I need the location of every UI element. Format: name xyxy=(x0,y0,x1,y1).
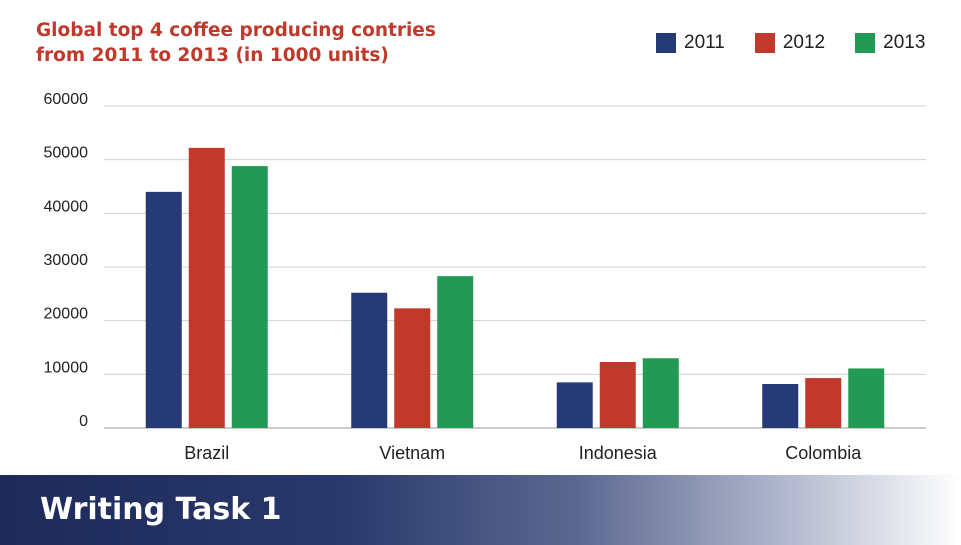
y-tick-label: 30000 xyxy=(44,252,89,269)
legend-label-2013: 2013 xyxy=(883,32,926,53)
bar-2011-vietnam xyxy=(351,292,388,428)
bar-2012-colombia xyxy=(805,378,842,428)
chart-title: Global top 4 coffee producing contries f… xyxy=(36,18,496,68)
x-tick-label: Brazil xyxy=(184,443,229,463)
bar-2011-colombia xyxy=(762,383,799,428)
bar-2013-colombia xyxy=(848,368,885,428)
bar-2013-brazil xyxy=(231,166,268,428)
bar-2011-indonesia xyxy=(556,382,593,428)
x-tick-label: Indonesia xyxy=(579,443,658,463)
y-tick-label: 10000 xyxy=(44,359,89,376)
bar-2012-vietnam xyxy=(394,308,431,428)
legend-label-2012: 2012 xyxy=(782,32,826,53)
legend-item-2011: 2011 xyxy=(656,32,725,54)
legend-label-2011: 2011 xyxy=(684,32,725,53)
legend-item-2013: 2013 xyxy=(855,32,925,54)
chart-title-line-2: from 2011 to 2013 (in 1000 units) xyxy=(36,45,389,66)
y-tick-label: 40000 xyxy=(44,198,89,215)
chart-title-line-1: Global top 4 coffee producing contries xyxy=(36,20,436,41)
bar-chart: 0 10000 20000 30000 40000 50000 60000 Brazil Vie… xyxy=(44,91,926,463)
legend-swatch-2013 xyxy=(855,33,876,53)
legend-swatch-2012 xyxy=(754,33,775,53)
bar-2013-vietnam xyxy=(437,276,474,428)
chart-legend: 2011 2012 2013 xyxy=(656,32,925,54)
y-tick-label: 60000 xyxy=(44,91,89,108)
bar-2013-indonesia xyxy=(642,358,679,428)
bar-2012-indonesia xyxy=(599,361,636,428)
bar-2012-brazil xyxy=(188,147,225,429)
y-tick-label: 20000 xyxy=(44,306,89,323)
y-tick-label: 0 xyxy=(79,413,88,430)
banner-label: Writing Task 1 xyxy=(40,492,282,527)
legend-item-2012: 2012 xyxy=(754,32,826,54)
x-tick-label: Vietnam xyxy=(379,443,445,463)
footer-banner: Writing Task 1 xyxy=(0,475,961,545)
legend-swatch-2011 xyxy=(656,33,676,53)
bar-2011-brazil xyxy=(145,191,182,428)
x-tick-label: Colombia xyxy=(785,443,862,463)
y-tick-label: 50000 xyxy=(44,145,89,162)
